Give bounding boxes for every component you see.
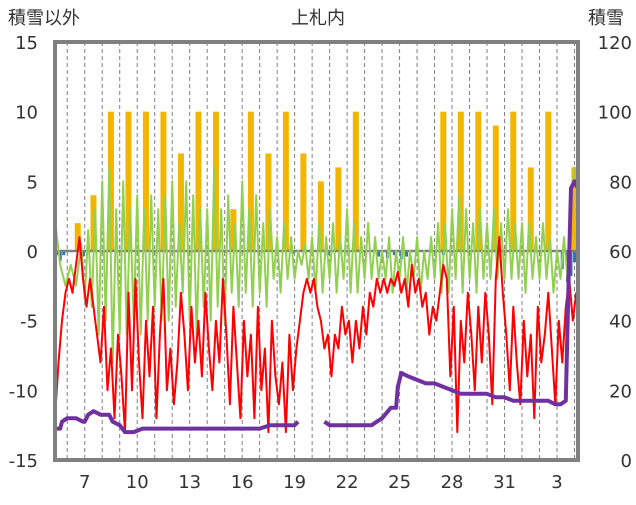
yellow-bar: [282, 111, 289, 252]
yellow-bar: [335, 167, 342, 251]
green-line: [54, 166, 579, 364]
x-tick-label: 3: [551, 472, 562, 493]
right-tick-label: 100: [598, 103, 632, 124]
blue-bar: [377, 251, 381, 257]
chart-title: 上札内: [291, 8, 345, 29]
yellow-bar: [160, 111, 167, 252]
left-tick-label: -10: [9, 381, 38, 402]
right-tick-label: 120: [598, 33, 632, 54]
blue-bar: [573, 251, 577, 263]
lines-layer: [54, 166, 580, 435]
yellow-bar: [571, 167, 578, 251]
yellow-bar: [90, 195, 97, 251]
x-tick-label: 22: [336, 472, 359, 493]
right-axis-label: 積雪: [588, 8, 624, 29]
x-tick-label: 7: [79, 472, 90, 493]
yellow-bar: [317, 181, 324, 251]
left-tick-label: 0: [27, 242, 38, 263]
yellow-bar: [300, 153, 307, 251]
blue-bar: [62, 251, 66, 256]
yellow-bar: [177, 153, 184, 251]
yellow-bar: [265, 153, 272, 251]
right-tick-label: 80: [609, 172, 632, 193]
yellow-bar: [527, 167, 534, 251]
left-tick-label: -5: [20, 312, 38, 333]
x-tick-label: 19: [283, 472, 306, 493]
yellow-bar: [74, 223, 81, 251]
blue-bar: [392, 251, 396, 256]
left-tick-label: 10: [15, 103, 38, 124]
x-tick-label: 16: [231, 472, 254, 493]
x-axis: 7 10 13 16 19 22 25 28 31 3: [79, 472, 563, 493]
left-tick-label: -15: [9, 451, 38, 472]
right-tick-label: 0: [621, 451, 632, 472]
blue-bar: [58, 251, 62, 261]
purple-line-a: [55, 409, 300, 435]
x-tick-label: 31: [493, 472, 516, 493]
yellow-bar: [247, 111, 254, 252]
yellow-bar: [510, 111, 517, 252]
yellow-bar: [492, 125, 499, 251]
yellow-bar: [352, 111, 359, 252]
left-tick-label: 5: [27, 172, 38, 193]
plot-frame: [53, 40, 580, 462]
right-tick-label: 20: [609, 381, 632, 402]
yellow-bar: [212, 111, 219, 252]
x-tick-label: 25: [388, 472, 411, 493]
yellow-bar: [440, 111, 447, 252]
x-tick-label: 10: [126, 472, 149, 493]
yellow-bar: [475, 111, 482, 252]
yellow-bar: [195, 111, 202, 252]
left-axis-label: 積雪以外: [8, 8, 80, 29]
yellow-bar: [142, 111, 149, 252]
yellow-bar: [545, 111, 552, 252]
yellow-bar: [457, 111, 464, 252]
red-line: [54, 236, 579, 434]
right-tick-label: 40: [609, 312, 632, 333]
yellow-bar: [230, 209, 237, 251]
blue-bar: [405, 251, 409, 257]
x-tick-label: 13: [178, 472, 201, 493]
right-tick-label: 60: [609, 242, 632, 263]
yellow-bar: [107, 111, 114, 252]
blue-bar: [81, 251, 85, 257]
yellow-bar: [125, 111, 132, 252]
x-tick-label: 28: [441, 472, 464, 493]
right-y-axis: 120 100 80 60 40 20 0: [598, 33, 632, 472]
left-y-axis: 15 10 5 0 -5 -10 -15: [9, 33, 38, 472]
left-tick-label: 15: [15, 33, 38, 54]
purple-line-b: [323, 179, 580, 428]
